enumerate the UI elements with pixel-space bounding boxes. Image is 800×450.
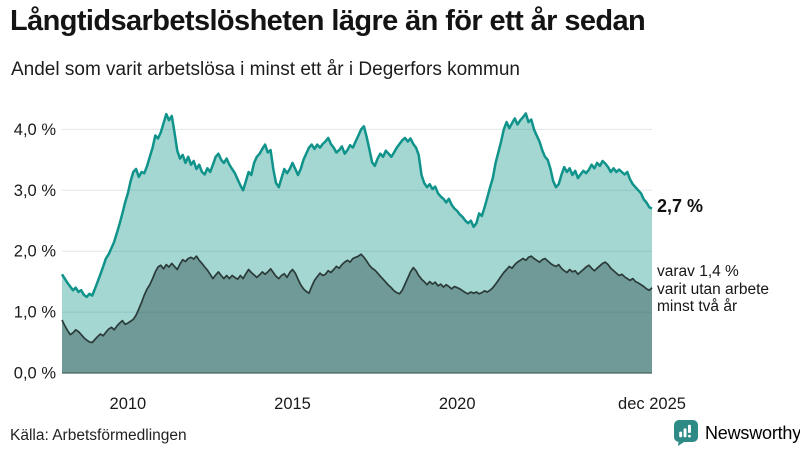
secondary-annotation-line-3: minst två år <box>657 298 738 315</box>
page-title: Långtidsarbetslösheten lägre än för ett … <box>10 5 646 37</box>
secondary-annotation-line-2: varit utan arbete <box>657 280 770 298</box>
source-note: Källa: Arbetsförmedlingen <box>10 427 187 444</box>
x-tick-label: 2020 <box>439 395 476 413</box>
secondary-series-line <box>61 253 653 344</box>
x-tick-label: 2010 <box>110 395 147 413</box>
y-tick-label: 4,0 % <box>14 121 57 139</box>
secondary-area-fill <box>62 254 652 373</box>
chart-subtitle: Andel som varit arbetslösa i minst ett å… <box>11 59 520 80</box>
y-tick-label: 0,0 % <box>14 365 57 383</box>
newsworthy-wordmark: Newsworthy <box>705 422 800 443</box>
newsworthy-logo: Newsworthy <box>674 420 800 446</box>
secondary-annotation-line-1: varav 1,4 % <box>657 263 739 280</box>
y-tick-label: 1,0 % <box>14 304 57 322</box>
y-tick-label: 3,0 % <box>14 182 57 200</box>
y-tick-label: 2,0 % <box>14 243 57 261</box>
primary-series-line <box>60 112 653 299</box>
x-tick-label: dec 2025 <box>618 395 686 413</box>
latest-value-label: 2,7 % <box>657 196 704 216</box>
primary-area-fill <box>62 113 652 373</box>
x-tick-label: 2015 <box>274 395 311 413</box>
newsworthy-speech-bubble-chart-icon <box>674 420 698 446</box>
secondary-series-annotation: varav 1,4 % varit utan arbete minst två … <box>657 263 769 316</box>
